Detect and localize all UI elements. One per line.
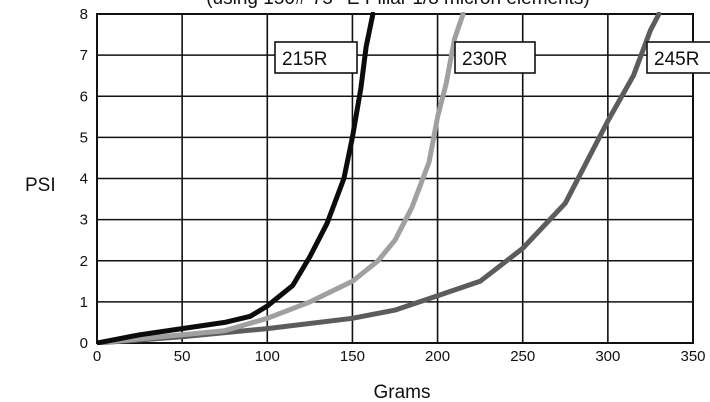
tick-labels: 0 1 2 3 4 5 6 7 8 0 50 100 150 200 250 300 350 <box>80 6 706 365</box>
x-tick-label: 200 <box>425 348 450 365</box>
series-line-230r <box>97 12 466 345</box>
series-labels: 215R 230R 245R <box>274 41 710 74</box>
y-tick-label: 5 <box>80 129 88 146</box>
y-tick-label: 2 <box>80 253 88 270</box>
series-label-215r: 215R <box>274 41 358 74</box>
y-tick-label: 1 <box>80 294 88 311</box>
y-tick-label: 7 <box>80 47 88 64</box>
x-tick-label: 0 <box>93 348 101 365</box>
x-tick-label: 250 <box>510 348 535 365</box>
y-tick-label: 4 <box>80 171 88 188</box>
x-tick-label: 300 <box>595 348 620 365</box>
x-tick-label: 150 <box>340 348 365 365</box>
series-curves <box>97 12 662 345</box>
series-label-text: 215R <box>282 49 327 70</box>
series-label-box <box>274 41 358 74</box>
series-label-text: 245R <box>654 49 699 70</box>
plot-frame <box>96 13 694 344</box>
y-tick-label: 6 <box>80 88 88 105</box>
series-label-box <box>646 41 710 74</box>
y-tick-label: 8 <box>80 6 88 23</box>
y-tick-label: 3 <box>80 212 88 229</box>
grid-lines <box>96 13 694 344</box>
series-line-245r <box>97 12 662 345</box>
x-axis-title: Grams <box>374 382 431 402</box>
series-line-215r <box>97 12 376 345</box>
series-label-230r: 230R <box>454 41 536 74</box>
y-axis-title: PSI <box>25 175 56 196</box>
series-label-text: 230R <box>462 49 507 70</box>
chart-title: (using 150#-75°-E Pillar 1/8 micron elem… <box>206 0 590 9</box>
y-tick-label: 0 <box>80 335 88 352</box>
series-label-box <box>454 41 536 74</box>
x-tick-label: 100 <box>255 348 280 365</box>
x-tick-label: 350 <box>680 348 705 365</box>
x-tick-label: 50 <box>174 348 191 365</box>
series-label-245r: 245R <box>646 41 710 74</box>
